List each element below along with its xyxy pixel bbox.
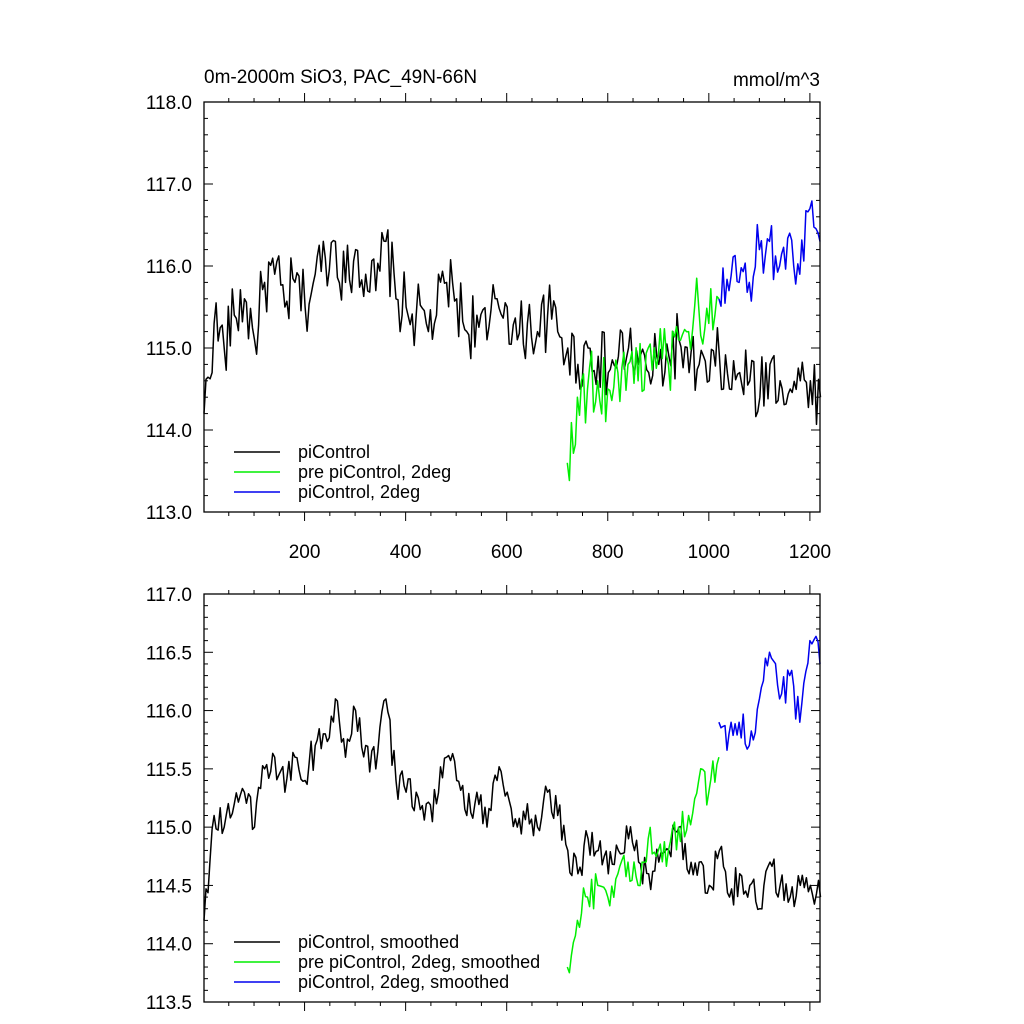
- y-tick-label: 113.5: [146, 993, 192, 1014]
- legend-label-picontrol-smoothed: piControl, smoothed: [298, 932, 459, 952]
- x-tick-label: 1200: [789, 542, 831, 563]
- top-panel-legend: piControl pre piControl, 2deg piControl,…: [234, 442, 451, 502]
- series-line-picontrol-2deg-smoothed: [718, 635, 821, 751]
- x-tick-label: 600: [491, 542, 523, 563]
- y-tick-label: 115.0: [146, 339, 192, 360]
- y-tick-label: 116.0: [146, 257, 192, 278]
- top-panel-units: mmol/m^3: [733, 70, 820, 91]
- y-tick-label: 114.5: [146, 876, 192, 897]
- series-line-picontrol-2deg: [718, 200, 821, 307]
- x-tick-label: 800: [592, 542, 624, 563]
- bottom-panel-frame: [203, 593, 821, 1003]
- legend-label-picontrol-2deg-smoothed: piControl, 2deg, smoothed: [298, 972, 509, 992]
- top-panel-axes: 113.0 114.0 115.0 116.0 117.0 118.0 200 400 600 8…: [146, 93, 831, 563]
- y-tick-label: 114.0: [146, 421, 192, 442]
- y-tick-label: 117.0: [146, 585, 192, 606]
- top-panel: 0m-2000m SiO3, PAC_49N-66N mmol/m^3 113.…: [146, 67, 831, 563]
- legend-label-pre-picontrol-2deg-smoothed: pre piControl, 2deg, smoothed: [298, 952, 540, 972]
- legend-label-picontrol: piControl: [298, 442, 370, 462]
- top-panel-frame: [203, 101, 821, 513]
- series-line-picontrol: [203, 229, 822, 426]
- series-line-pre-picontrol-2deg: [566, 277, 720, 482]
- y-tick-label: 118.0: [146, 93, 192, 114]
- legend-label-pre-picontrol-2deg: pre piControl, 2deg: [298, 462, 451, 482]
- y-tick-label: 116.0: [146, 702, 192, 723]
- top-panel-title: 0m-2000m SiO3, PAC_49N-66N: [204, 67, 477, 88]
- bottom-panel: 113.5 114.0 114.5 115.0 115.5 116.0 116.5 117.0…: [146, 585, 822, 1014]
- bottom-panel-axes: 113.5 114.0 114.5 115.0 115.5 116.0 116.5 117.0: [146, 585, 820, 1014]
- y-tick-label: 115.5: [146, 760, 192, 781]
- y-tick-label: 113.0: [146, 503, 192, 524]
- top-panel-series: [203, 200, 822, 482]
- y-tick-label: 116.5: [146, 643, 192, 664]
- x-tick-label: 400: [390, 542, 422, 563]
- y-tick-label: 117.0: [146, 175, 192, 196]
- legend-label-picontrol-2deg: piControl, 2deg: [298, 482, 420, 502]
- x-tick-label: 1000: [688, 542, 730, 563]
- x-tick-label: 200: [289, 542, 321, 563]
- series-line-pre-picontrol-2deg-smoothed: [566, 757, 720, 974]
- series-line-picontrol-smoothed: [203, 698, 822, 921]
- y-tick-label: 115.0: [146, 818, 192, 839]
- bottom-panel-legend: piControl, smoothed pre piControl, 2deg,…: [234, 932, 540, 992]
- y-tick-label: 114.0: [146, 935, 192, 956]
- bottom-panel-series: [203, 635, 822, 974]
